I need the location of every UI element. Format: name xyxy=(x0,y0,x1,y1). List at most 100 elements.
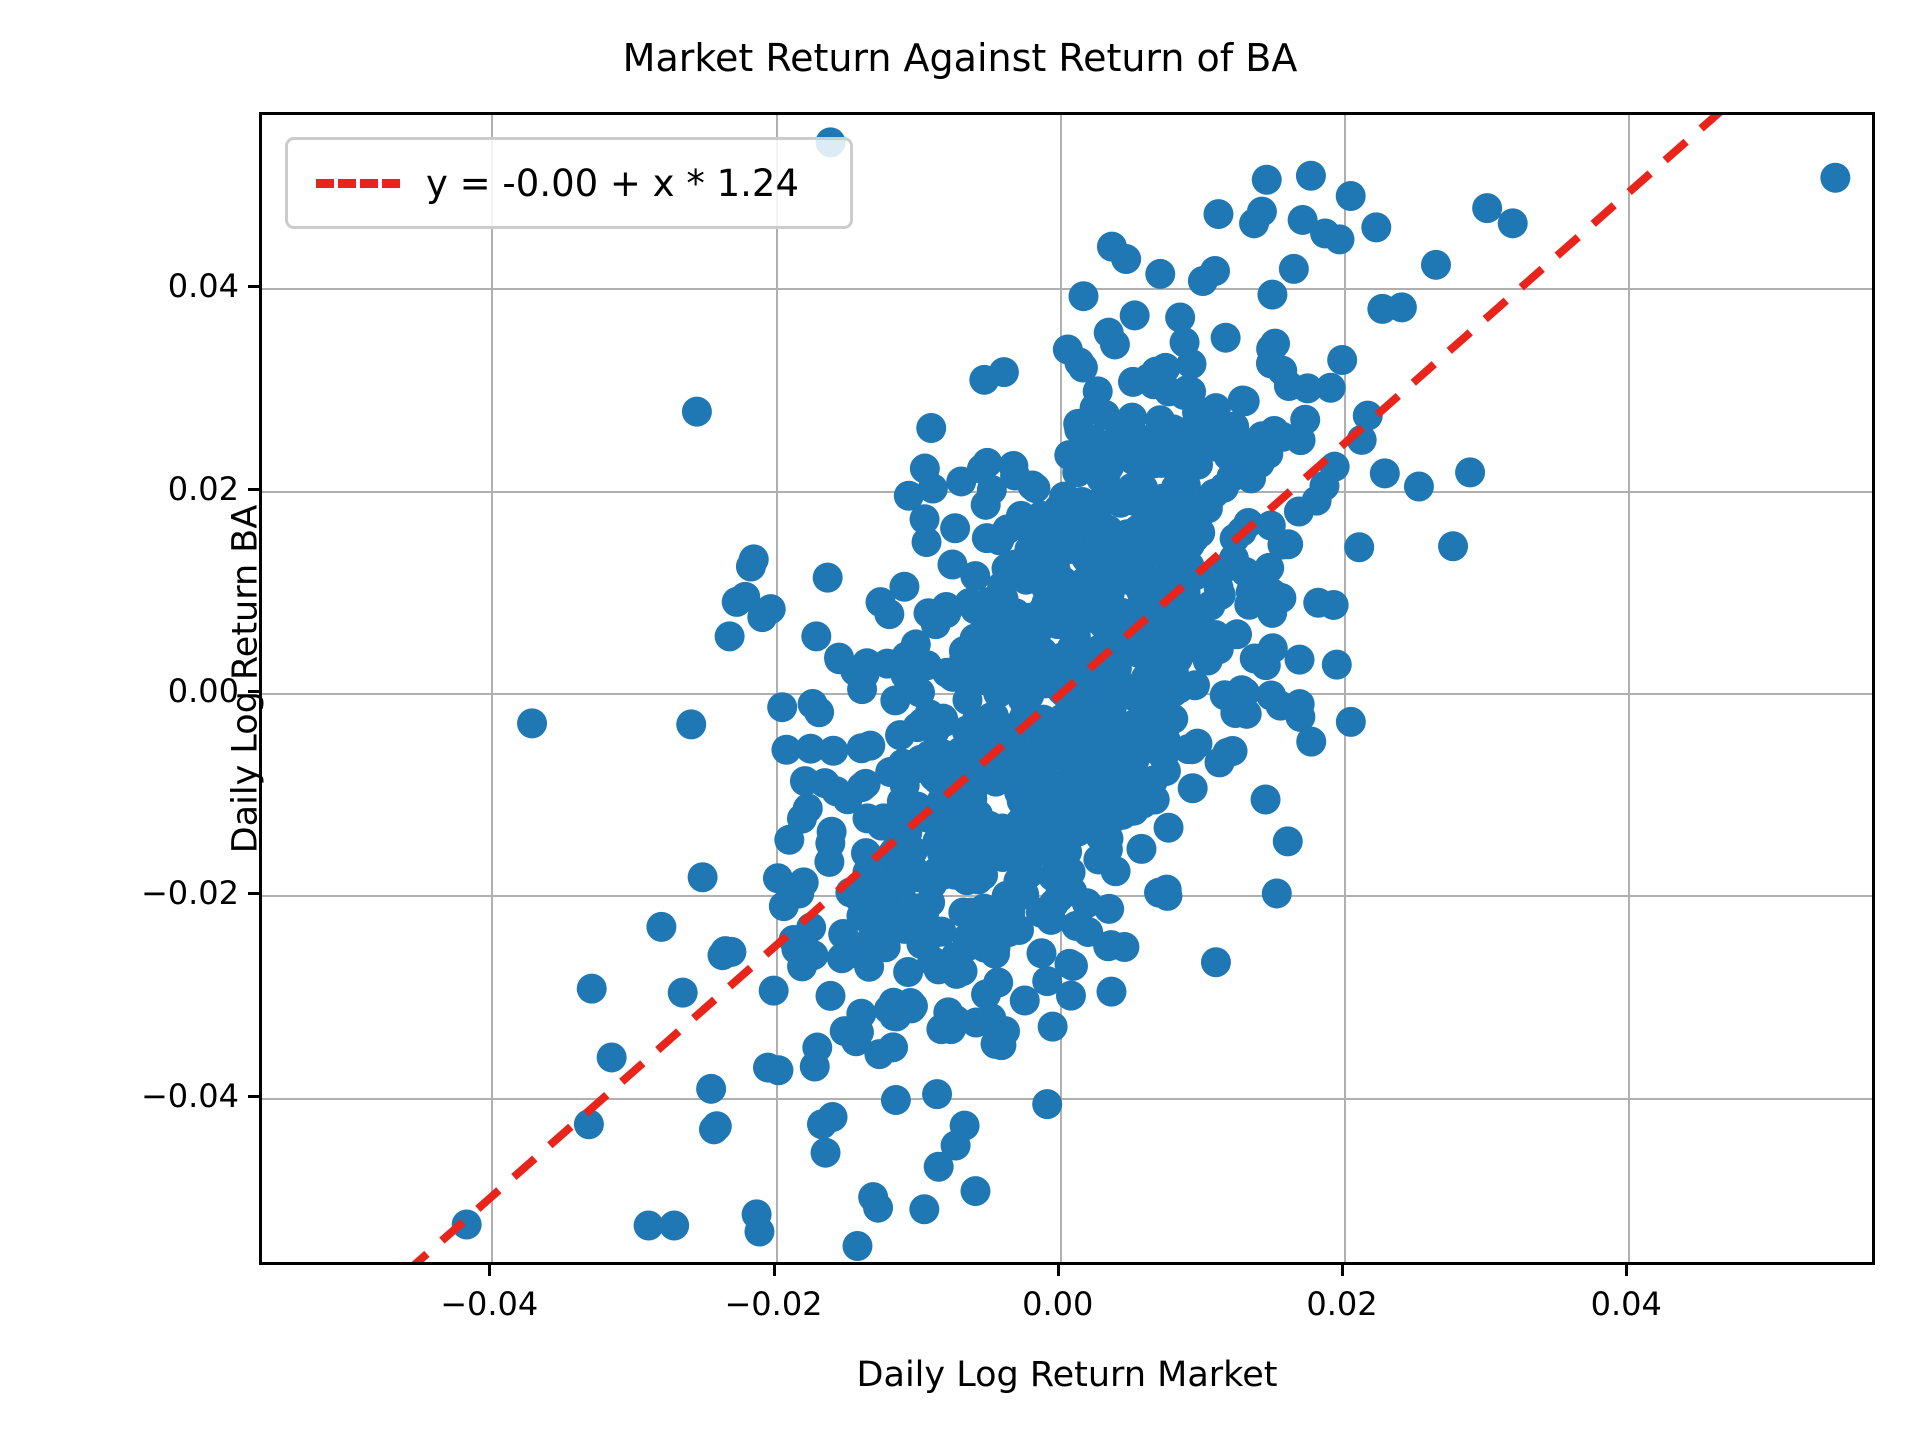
scatter-point xyxy=(916,413,947,443)
scatter-point xyxy=(980,938,1011,969)
scatter-point xyxy=(573,1109,604,1140)
scatter-point xyxy=(880,685,911,716)
y-tick-label: 0.00 xyxy=(167,672,239,711)
scatter-point xyxy=(1256,680,1287,711)
scatter-point xyxy=(986,892,1017,923)
scatter-point xyxy=(1073,771,1104,802)
scatter-point xyxy=(667,977,698,1008)
scatter-point xyxy=(914,921,945,952)
scatter-point xyxy=(1344,532,1375,563)
y-tick-mark xyxy=(248,892,259,896)
scatter-point xyxy=(909,504,940,535)
scatter-point xyxy=(917,946,948,977)
scatter-point xyxy=(1335,180,1366,211)
legend-label: y = -0.00 + x * 1.24 xyxy=(426,161,799,205)
scatter-point xyxy=(1272,826,1303,857)
scatter-point xyxy=(1226,440,1257,471)
scatter-point xyxy=(1039,888,1070,919)
scatter-point xyxy=(1032,1089,1063,1120)
legend[interactable]: y = -0.00 + x * 1.24 xyxy=(285,137,853,229)
scatter-point xyxy=(1455,457,1486,488)
scatter-point xyxy=(976,474,1007,505)
scatter-point xyxy=(696,1073,727,1104)
scatter-point xyxy=(1250,784,1281,815)
scatter-point xyxy=(1284,644,1315,675)
scatter-point xyxy=(1026,938,1057,969)
scatter-point xyxy=(889,571,920,602)
scatter-point xyxy=(1200,393,1231,424)
scatter-point xyxy=(972,447,1003,478)
scatter-point xyxy=(1164,673,1195,704)
scatter-point xyxy=(799,1051,830,1082)
x-tick-label: 0.02 xyxy=(1306,1285,1378,1323)
scatter-point xyxy=(818,735,849,766)
scatter-point xyxy=(1255,348,1286,379)
scatter-point xyxy=(1497,208,1528,239)
scatter-point xyxy=(676,709,707,740)
scatter-point xyxy=(1096,976,1127,1007)
scatter-point xyxy=(960,1176,991,1207)
scatter-point xyxy=(931,598,962,629)
scatter-point xyxy=(1057,510,1088,541)
scatter-point xyxy=(1021,791,1052,822)
scatter-point xyxy=(952,922,983,953)
scatter-point xyxy=(842,1230,873,1261)
scatter-point xyxy=(960,561,991,592)
gridline-vertical xyxy=(1628,115,1631,1262)
scatter-point xyxy=(1200,620,1231,651)
scatter-point xyxy=(911,527,942,558)
scatter-point xyxy=(1119,300,1150,331)
scatter-point xyxy=(1285,425,1316,456)
scatter-point xyxy=(1040,555,1071,586)
scatter-point xyxy=(1112,519,1143,550)
scatter-point xyxy=(987,570,1018,601)
scatter-point xyxy=(788,867,819,898)
scatter-point xyxy=(1153,443,1184,474)
x-axis-label: Daily Log Return Market xyxy=(856,1355,1278,1395)
scatter-point xyxy=(874,599,905,630)
scatter-point xyxy=(855,927,886,958)
scatter-point xyxy=(1203,199,1234,230)
scatter-point xyxy=(1369,458,1400,489)
scatter-point xyxy=(824,644,855,675)
scatter-point xyxy=(786,803,817,834)
y-tick-mark xyxy=(248,1094,259,1098)
scatter-point xyxy=(1165,302,1196,333)
scatter-point xyxy=(801,621,832,652)
scatter-point xyxy=(815,828,846,859)
scatter-point xyxy=(828,919,859,949)
x-tick-mark xyxy=(488,1265,492,1276)
scatter-point xyxy=(659,1210,690,1241)
scatter-point xyxy=(889,770,920,801)
scatter-point xyxy=(687,862,718,893)
scatter-point xyxy=(815,980,846,1011)
scatter-point xyxy=(1284,689,1315,720)
scatter-point xyxy=(937,549,968,580)
scatter-point xyxy=(1089,543,1120,574)
scatter-point xyxy=(596,1042,627,1073)
scatter-point xyxy=(1027,636,1058,667)
regression-line-layer xyxy=(411,115,1723,1262)
scatter-point xyxy=(1315,372,1346,403)
scatter-point xyxy=(854,951,885,982)
gridline-horizontal xyxy=(262,1097,1872,1100)
y-tick-label: −0.02 xyxy=(140,874,239,913)
scatter-point xyxy=(1144,623,1175,654)
scatter-point xyxy=(1208,472,1239,503)
scatter-point xyxy=(895,987,926,1018)
scatter-point xyxy=(810,1137,841,1168)
scatter-point xyxy=(1062,457,1093,488)
scatter-point xyxy=(1200,256,1230,287)
scatter-point xyxy=(1176,513,1207,544)
scatter-point xyxy=(1071,888,1102,919)
scatter-point xyxy=(1255,510,1286,541)
scatter-point xyxy=(714,621,745,652)
scatter-point xyxy=(797,689,828,720)
scatter-point xyxy=(1212,737,1243,768)
scatter-point xyxy=(1045,592,1076,623)
scatter-point xyxy=(969,364,1000,395)
y-tick-label: −0.04 xyxy=(140,1076,239,1115)
scatter-point xyxy=(1169,327,1200,358)
scatter-point xyxy=(947,956,978,987)
scatter-point xyxy=(1153,812,1184,843)
